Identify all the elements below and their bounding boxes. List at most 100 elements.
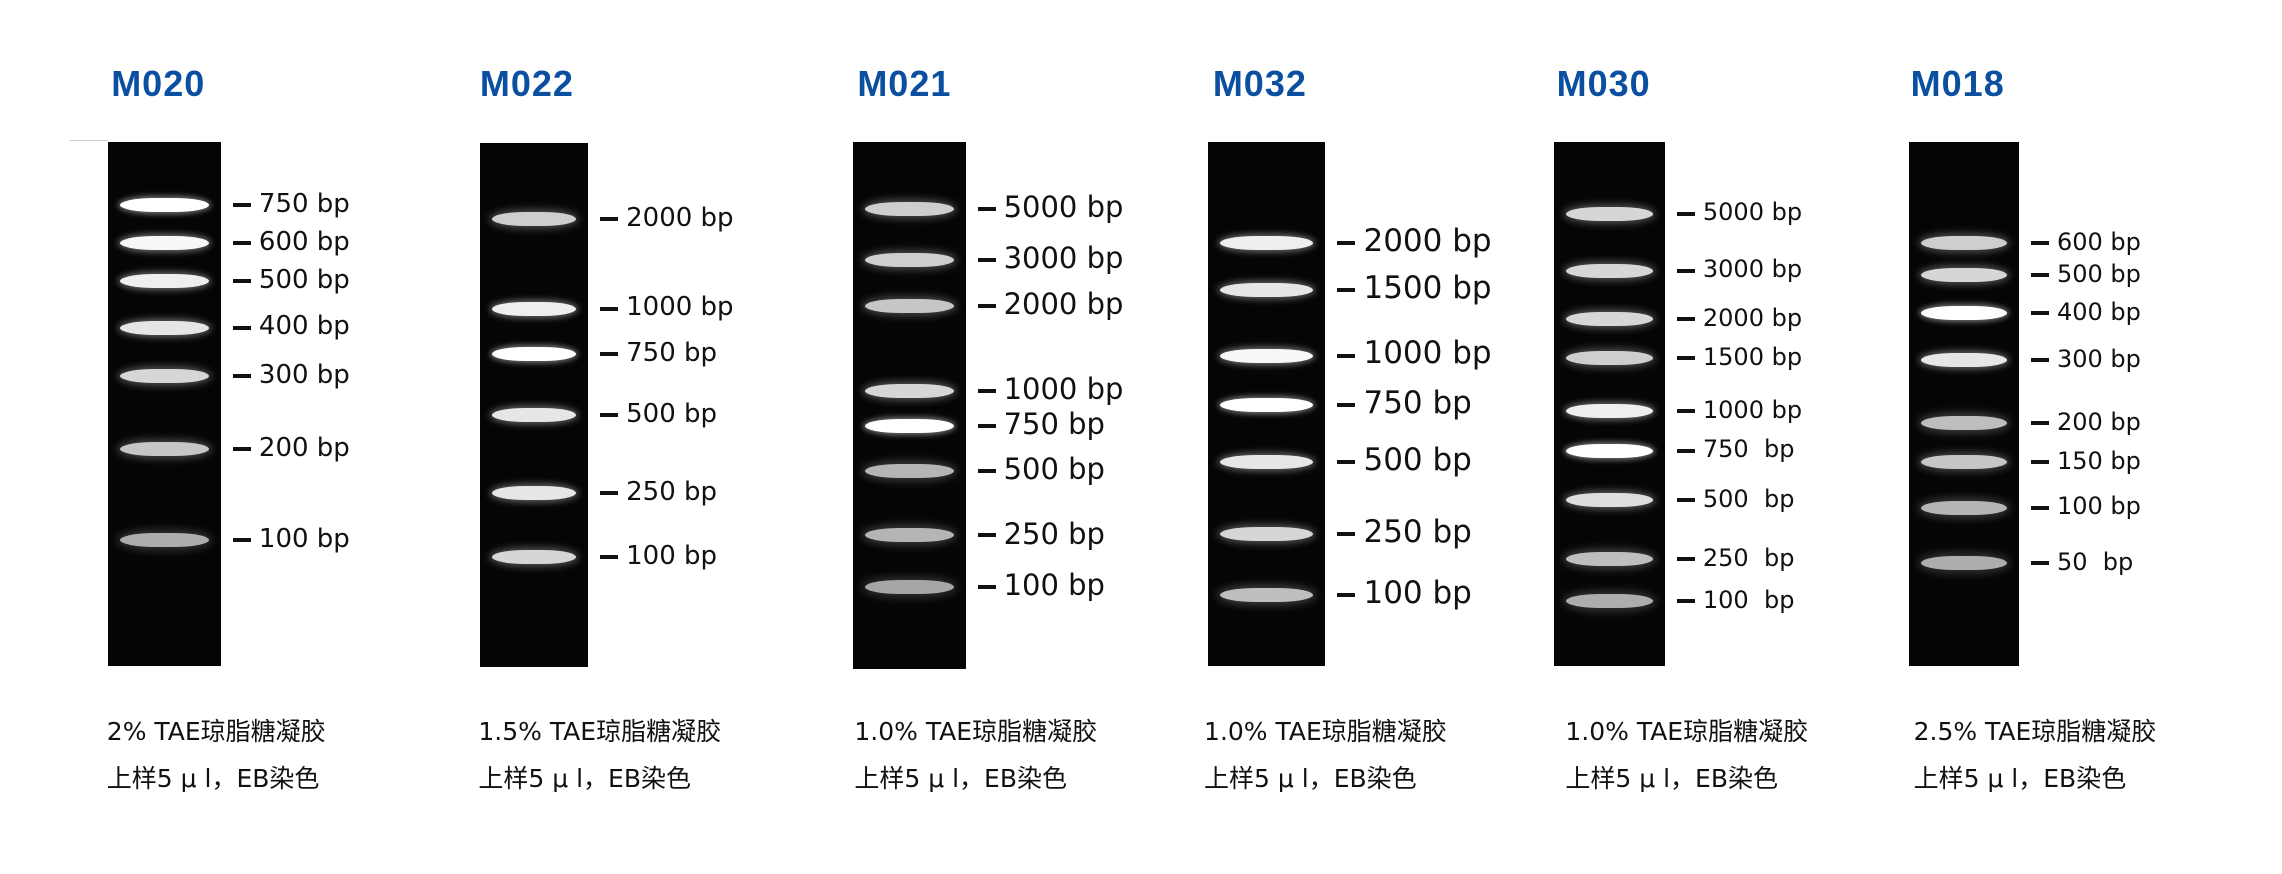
dna-band	[1565, 263, 1653, 278]
band-label: 200 bp	[258, 432, 350, 463]
band-label: 100 bp	[2056, 492, 2141, 521]
band-tick	[1337, 287, 1356, 292]
band-tick	[600, 306, 619, 311]
dna-band	[120, 532, 209, 547]
gel-condition: 1.5% TAE琼脂糖凝胶	[478, 717, 722, 747]
dna-band	[491, 408, 577, 423]
band-tick	[2030, 240, 2049, 245]
band-tick	[232, 325, 251, 330]
dna-band	[491, 486, 577, 501]
dna-band	[864, 298, 954, 313]
dna-band	[1565, 206, 1653, 221]
dna-band	[1220, 588, 1314, 603]
band-label: 200 bp	[2056, 407, 2141, 436]
gel-image	[1909, 141, 2019, 666]
dna-band	[1921, 352, 2007, 367]
band-tick	[1337, 240, 1356, 245]
band-tick	[2030, 561, 2049, 566]
band-label: 300 bp	[2056, 344, 2141, 373]
loading-condition: 上样5 μ l，EB染色	[1565, 763, 1779, 793]
band-tick	[2030, 505, 2049, 510]
dna-band	[864, 383, 954, 398]
divider	[70, 140, 108, 141]
panel-title: M032	[1212, 62, 1307, 104]
dna-band	[1565, 443, 1653, 458]
gel-condition: 2.5% TAE琼脂糖凝胶	[1913, 717, 2157, 747]
dna-band	[1565, 404, 1653, 419]
dna-band	[864, 528, 954, 543]
dna-band	[1565, 551, 1653, 566]
dna-band	[864, 418, 954, 433]
dna-band	[120, 442, 209, 457]
panel-title: M022	[479, 62, 574, 104]
band-label: 600 bp	[2056, 227, 2141, 256]
dna-band	[1220, 398, 1314, 413]
band-tick	[600, 413, 619, 418]
band-tick	[2030, 420, 2049, 425]
gel-panel: M030 5000 bp 3000 bp 2000 bp 1500 bp 1000 bp 7…	[0, 0, 1808, 793]
band-tick	[977, 388, 996, 393]
band-label: 750 bp	[1702, 435, 1795, 464]
dna-band	[1921, 455, 2007, 470]
dna-band	[1921, 415, 2007, 430]
band-label: 300 bp	[258, 359, 350, 390]
gel-panel: M032 2000 bp 1500 bp 1000 bp 750 bp 500 bp 250…	[0, 0, 1492, 793]
band-tick	[2030, 460, 2049, 465]
dna-band	[864, 464, 954, 479]
dna-band	[1220, 526, 1314, 541]
band-tick	[1337, 593, 1356, 598]
dna-band	[864, 579, 954, 594]
band-tick	[977, 584, 996, 589]
loading-condition: 上样5 μ l，EB染色	[1913, 763, 2127, 793]
band-tick	[977, 258, 996, 263]
band-tick	[1676, 498, 1695, 503]
dna-band	[1565, 493, 1653, 508]
dna-band	[491, 212, 577, 227]
band-label: 2000 bp	[1363, 222, 1492, 259]
band-label: 2000 bp	[626, 203, 734, 234]
band-tick	[977, 423, 996, 428]
band-tick	[1676, 316, 1695, 321]
dna-band	[1565, 311, 1653, 326]
gel-panel: M022 2000 bp 1000 bp 750 bp 500 bp 250 bp 100 …	[0, 0, 733, 793]
band-tick	[1676, 556, 1695, 561]
band-label: 100 bp	[626, 541, 718, 572]
gel-panel: M020 750 bp 600 bp 500 bp 400 bp 300 bp 200 bp…	[0, 0, 350, 793]
gel-panel: M018 600 bp 500 bp 400 bp 300 bp 200 bp 150 bp…	[0, 0, 2156, 793]
band-label: 3000 bp	[1702, 255, 1803, 284]
gel-condition: 1.0% TAE琼脂糖凝胶	[854, 717, 1098, 747]
band-label: 500 bp	[1702, 485, 1795, 514]
band-tick	[600, 217, 619, 222]
band-label: 600 bp	[258, 226, 350, 257]
dna-band	[1921, 235, 2007, 250]
band-label: 250 bp	[626, 476, 718, 507]
dna-band	[120, 320, 209, 335]
band-label: 100 bp	[258, 523, 350, 554]
band-tick	[2030, 273, 2049, 278]
panel-title: M030	[1556, 62, 1651, 104]
band-label: 3000 bp	[1003, 241, 1124, 276]
dna-band	[1220, 348, 1314, 363]
dna-band	[1565, 594, 1653, 609]
loading-condition: 上样5 μ l，EB染色	[1204, 763, 1417, 793]
band-tick	[1676, 599, 1695, 604]
band-label: 750 bp	[1003, 406, 1105, 441]
band-label: 750 bp	[1363, 385, 1472, 422]
gel-image	[1553, 141, 1665, 666]
dna-band	[1921, 306, 2007, 321]
dna-band	[120, 368, 209, 383]
band-label: 400 bp	[258, 311, 350, 342]
panel-title: M018	[1910, 62, 2005, 104]
band-tick	[600, 555, 619, 560]
dna-band	[491, 347, 577, 362]
band-label: 50 bp	[2056, 548, 2134, 577]
band-label: 750 bp	[626, 337, 718, 368]
band-tick	[2030, 357, 2049, 362]
band-label: 5000 bp	[1702, 198, 1803, 227]
band-tick	[1337, 353, 1356, 358]
band-label: 750 bp	[258, 188, 350, 219]
band-label: 400 bp	[2056, 297, 2141, 326]
band-label: 250 bp	[1003, 516, 1105, 551]
band-label: 100 bp	[1003, 567, 1105, 602]
band-label: 5000 bp	[1003, 190, 1124, 225]
